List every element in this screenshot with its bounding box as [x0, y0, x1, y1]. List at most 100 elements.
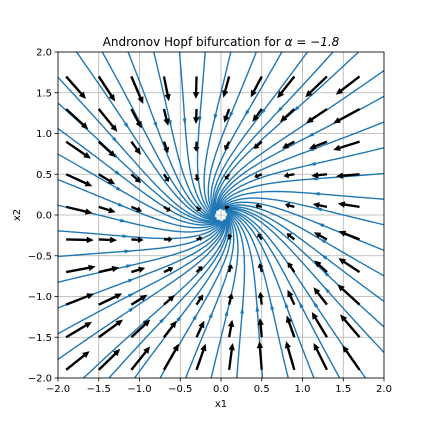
streamline-arrowhead [270, 302, 275, 310]
quiver-arrow [98, 319, 123, 339]
streamline-arrowhead [115, 186, 123, 192]
x-tick-label: −1.5 [87, 384, 111, 395]
streamline-arrowhead [224, 308, 229, 317]
quiver-arrow [338, 258, 361, 274]
streamline [58, 178, 221, 229]
streamline-arrowhead [112, 136, 118, 144]
quiver-arrow [195, 294, 204, 306]
y-tick-label: 1.5 [36, 88, 52, 99]
streamline [225, 211, 289, 378]
quiver-arrow [313, 287, 328, 306]
quiver-arrow [335, 75, 361, 95]
streamline [58, 219, 225, 283]
streamline-arrowhead [213, 113, 218, 122]
streamline-arrowhead [319, 238, 327, 244]
quiver-arrow [98, 265, 120, 274]
y-tick-label: −1.5 [28, 333, 52, 344]
streamline-arrowhead [312, 192, 320, 196]
streamline-arrowhead [127, 292, 135, 298]
quiver-arrow [223, 141, 231, 151]
quiver-arrow [224, 173, 231, 180]
quiver-arrow [222, 76, 231, 98]
quiver-arrow [65, 205, 93, 215]
streamline-arrowhead [128, 306, 136, 313]
quiver-arrow [65, 173, 93, 187]
quiver-arrow [163, 205, 171, 212]
streamline [221, 204, 384, 277]
y-tick-label: 0.0 [36, 211, 52, 222]
quiver-arrow [340, 314, 361, 338]
quiver-arrow [282, 140, 295, 149]
x-tick-label: −1.0 [127, 384, 151, 395]
streamline [224, 208, 384, 354]
quiver-arrow [305, 75, 328, 98]
quiver-arrow [309, 140, 328, 150]
quiver-arrow [98, 293, 123, 306]
quiver-arrow [223, 108, 231, 123]
quiver-arrow [284, 341, 296, 371]
streamline-arrowhead [240, 306, 244, 314]
streamline [127, 52, 217, 219]
quiver-arrow [227, 319, 235, 338]
streamline [58, 220, 223, 240]
quiver-arrow [252, 108, 263, 122]
streamline [215, 69, 384, 211]
quiver-arrow [226, 234, 233, 240]
streamline [58, 219, 227, 361]
quiver-arrow [314, 260, 328, 273]
streamline-arrowhead [320, 253, 328, 260]
quiver-arrow [130, 173, 142, 183]
chart-title-text: Andronov Hopf bifurcation for [103, 35, 285, 49]
streamline [58, 220, 226, 335]
streamline [213, 52, 334, 212]
quiver-arrow [285, 202, 295, 209]
quiver-arrow [65, 264, 96, 274]
quiver-arrow [65, 351, 90, 371]
quiver-arrow [196, 235, 203, 242]
quiver-arrow [287, 262, 296, 273]
streamline [58, 76, 218, 222]
streamline [58, 127, 220, 224]
streamline-arrowhead [119, 218, 128, 223]
y-tick-label: 0.5 [36, 170, 52, 181]
quiver-arrow [257, 318, 264, 338]
quiver-arrow [195, 343, 207, 371]
y-tick-label: 2.0 [36, 48, 52, 59]
streamline-arrowhead [159, 316, 166, 324]
streamline-arrowhead [114, 170, 122, 177]
quiver-arrow [97, 108, 118, 132]
quiver-arrow [333, 140, 360, 151]
streamline [203, 52, 232, 216]
quiver-arrow [130, 319, 151, 339]
x-tick-label: 1.0 [295, 384, 311, 395]
streamline-arrowhead [307, 132, 315, 138]
quiver-arrow [163, 295, 175, 306]
quiver-arrow [195, 266, 203, 273]
streamline [75, 52, 217, 221]
y-tick-label: 1.0 [36, 129, 52, 140]
quiver-arrow [333, 108, 361, 124]
streamline-arrowhead [308, 161, 316, 166]
y-axis-title: x2 [12, 209, 23, 221]
streamline [218, 172, 384, 209]
streamline-arrowhead [127, 278, 135, 283]
quiver-arrow [131, 236, 144, 243]
quiver-arrow [192, 76, 200, 99]
streamline-arrowhead [312, 300, 319, 308]
x-tick-label: 0.0 [213, 384, 229, 395]
quiver-arrow [130, 346, 151, 371]
x-tick-label: −0.5 [168, 384, 192, 395]
quiver-arrow [65, 140, 91, 159]
quiver-arrow [193, 109, 200, 124]
streamline [184, 215, 235, 378]
chart-title-math: α = −1.8 [285, 35, 340, 49]
streamline-arrowhead [229, 111, 234, 119]
quiver-arrow [256, 233, 263, 241]
x-tick-label: 2.0 [376, 384, 392, 395]
x-tick-label: −2.0 [46, 384, 70, 395]
quiver-arrow [163, 320, 177, 338]
streamline [216, 95, 384, 210]
streamline-arrowhead [176, 314, 183, 322]
x-tick-label: 1.5 [335, 384, 351, 395]
